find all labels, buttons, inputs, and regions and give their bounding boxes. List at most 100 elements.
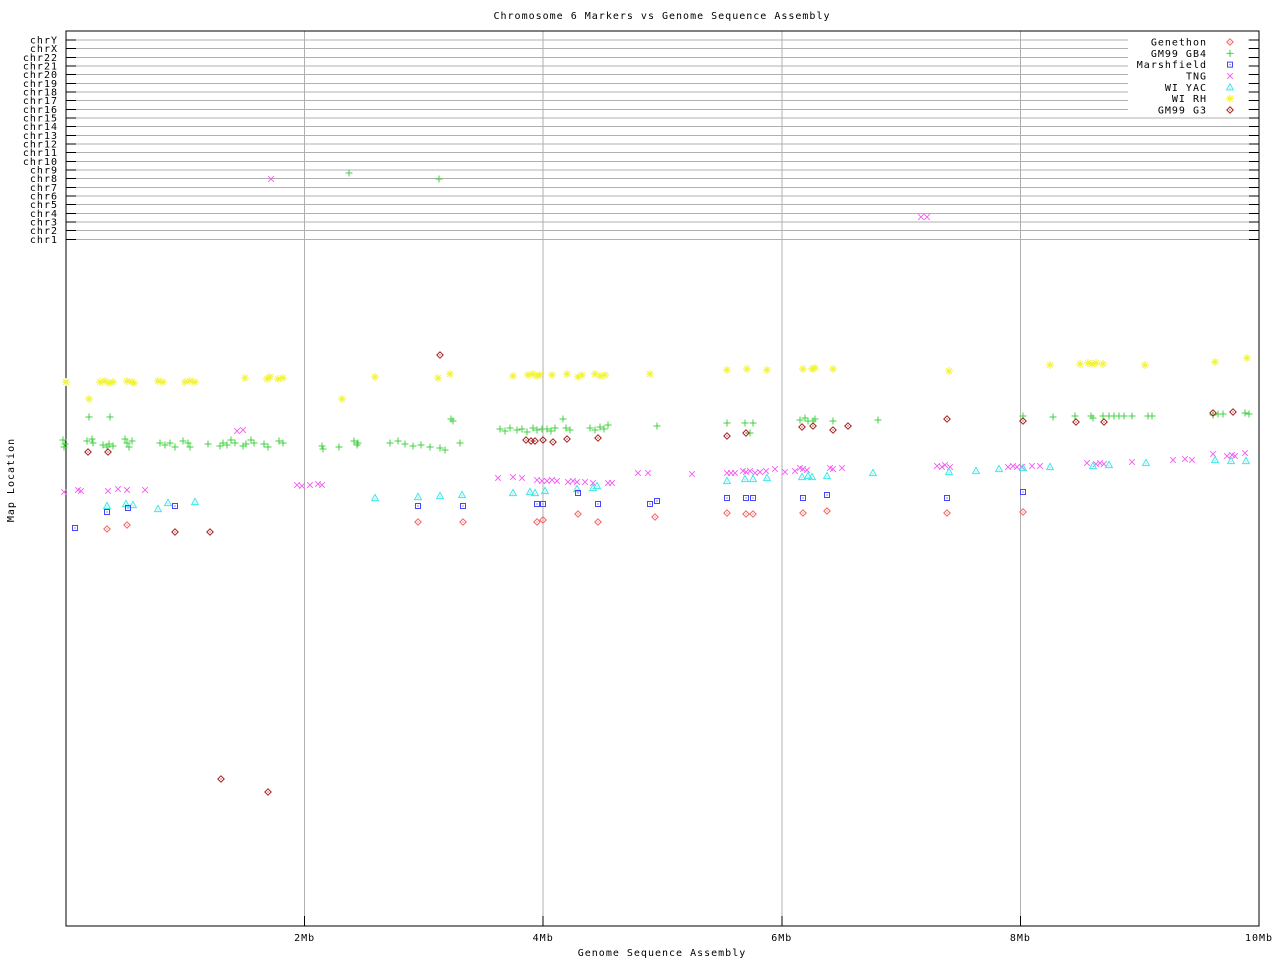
data-point-wi-yac: [971, 466, 981, 475]
data-point-wi-rh: [154, 377, 162, 385]
data-point-gm99-g3: [549, 438, 557, 446]
data-point-tng: [1241, 449, 1249, 457]
data-point-gm99-gb4: [600, 425, 608, 433]
data-point-genethon: [574, 510, 582, 518]
data-point-tng: [123, 486, 131, 494]
data-point-tng: [938, 463, 946, 471]
data-point-tng: [731, 469, 739, 477]
data-point-genethon: [723, 509, 731, 517]
data-point-wi-yac: [803, 471, 813, 480]
data-point-gm99-gb4: [746, 429, 754, 437]
data-point-wi-yac: [525, 487, 535, 496]
data-point-marshfield: [595, 501, 601, 507]
data-point-gm99-gb4: [161, 441, 169, 449]
data-point-wi-rh: [945, 367, 953, 375]
y-tick-label: chr20: [23, 70, 58, 81]
data-point-wi-rh: [96, 378, 104, 386]
data-point-genethon: [943, 509, 951, 517]
legend-marker-wi-yac: [1225, 82, 1235, 91]
data-point-gm99-g3: [723, 432, 731, 440]
data-point-wi-rh: [799, 365, 807, 373]
y-tick-label: chr12: [23, 140, 58, 151]
data-point-wi-rh: [130, 379, 138, 387]
data-point-gm99-gb4: [166, 439, 174, 447]
data-point-gm99-gb4: [123, 439, 131, 447]
legend-label-wi-yac: WI YAC: [1165, 83, 1207, 94]
data-point-wi-yac: [128, 500, 138, 509]
data-point-wi-yac: [722, 476, 732, 485]
data-point-marshfield: [944, 495, 950, 501]
data-point-wi-rh: [62, 378, 70, 386]
data-point-wi-rh: [811, 364, 819, 372]
data-point-wi-rh: [101, 377, 109, 385]
data-point-wi-yac: [740, 474, 750, 483]
data-point-genethon: [539, 516, 547, 524]
data-point-marshfield: [415, 503, 421, 509]
data-point-tng: [114, 485, 122, 493]
data-point-tng: [1004, 463, 1012, 471]
y-tick-label: chr17: [23, 96, 58, 107]
data-point-gm99-g3: [206, 528, 214, 536]
data-point-gm99-gb4: [279, 439, 287, 447]
data-point-marshfield: [575, 490, 581, 496]
data-point-marshfield: [743, 495, 749, 501]
data-point-gm99-gb4: [85, 413, 93, 421]
data-point-wi-rh: [1088, 360, 1096, 368]
legend-label-gm99-g3: GM99 G3: [1158, 105, 1207, 116]
legend-marker-gm99-g3: [1226, 106, 1234, 114]
data-point-gm99-g3: [1072, 418, 1080, 426]
data-point-gm99-gb4: [801, 414, 809, 422]
data-point-gm99-gb4: [1071, 412, 1079, 420]
data-point-gm99-gb4: [1245, 410, 1253, 418]
data-point-marshfield: [72, 525, 78, 531]
data-point-genethon: [823, 507, 831, 515]
data-point-gm99-gb4: [128, 437, 136, 445]
data-point-gm99-gb4: [394, 437, 402, 445]
data-point-wi-yac: [868, 468, 878, 477]
data-point-gm99-gb4: [436, 444, 444, 452]
data-point-tng: [239, 426, 247, 434]
y-tick-label: chr11: [23, 148, 58, 159]
data-point-tng: [838, 464, 846, 472]
legend-marker-tng: [1226, 72, 1234, 80]
data-point-tng: [538, 477, 546, 485]
data-point-gm99-gb4: [354, 439, 362, 447]
data-point-gm99-gb4: [723, 419, 731, 427]
data-point-wi-yac: [592, 481, 602, 490]
data-point-gm99-gb4: [586, 424, 594, 432]
data-point-tng: [233, 427, 241, 435]
data-point-tng: [77, 487, 85, 495]
data-point-wi-rh: [591, 370, 599, 378]
y-tick-label: chr3: [30, 218, 58, 229]
data-point-gm99-gb4: [219, 439, 227, 447]
data-point-tng: [1083, 459, 1091, 467]
data-point-genethon: [742, 510, 750, 518]
data-point-gm99-gb4: [99, 441, 107, 449]
y-tick-label: chr15: [23, 114, 58, 125]
data-point-wi-yac: [944, 467, 954, 476]
data-point-gm99-g3: [563, 435, 571, 443]
data-point-wi-rh: [128, 378, 136, 386]
data-point-marshfield: [540, 501, 546, 507]
data-point-wi-rh: [574, 373, 582, 381]
data-point-wi-rh: [434, 374, 442, 382]
data-point-wi-rh: [601, 371, 609, 379]
data-point-gm99-gb4: [61, 440, 69, 448]
y-tick-label: chr13: [23, 131, 58, 142]
data-point-genethon: [1019, 508, 1027, 516]
data-point-tng: [608, 479, 616, 487]
data-point-wi-rh: [85, 395, 93, 403]
data-point-gm99-g3: [522, 436, 530, 444]
x-tick-label: 8Mb: [1010, 933, 1031, 944]
data-point-gm99-gb4: [1219, 410, 1227, 418]
data-point-tng: [634, 469, 642, 477]
data-point-wi-yac: [370, 493, 380, 502]
data-point-tng: [569, 477, 577, 485]
data-point-wi-yac: [190, 497, 200, 506]
data-point-wi-rh: [1141, 361, 1149, 369]
data-point-gm99-gb4: [417, 441, 425, 449]
data-point-tng: [141, 486, 149, 494]
data-point-tng: [564, 478, 572, 486]
data-point-wi-yac: [1210, 455, 1220, 464]
data-point-wi-rh: [529, 370, 537, 378]
